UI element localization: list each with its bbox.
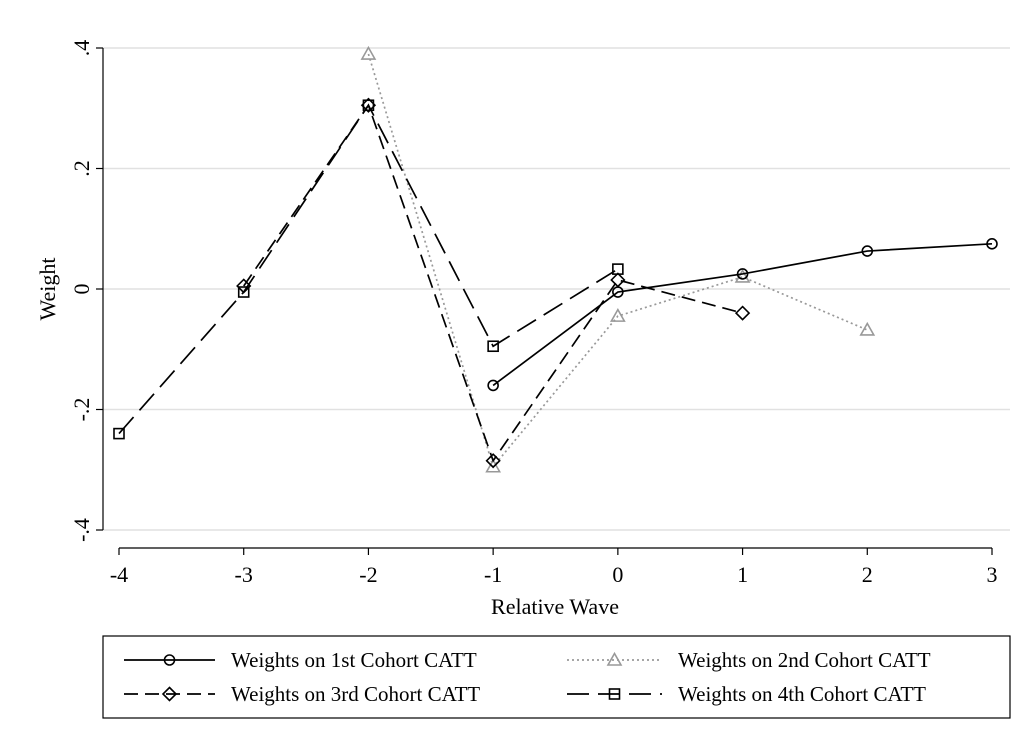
x-tick-label: -2 xyxy=(359,562,377,587)
legend-label: Weights on 2nd Cohort CATT xyxy=(678,648,931,672)
series-line xyxy=(492,242,993,387)
data-point-square xyxy=(608,688,621,700)
data-point-circle xyxy=(861,245,874,257)
x-tick-label: 2 xyxy=(862,562,873,587)
axes: -.4 -.2 0 .2 .4 -4 -3 -2 -1 0 1 2 3 xyxy=(69,40,998,587)
y-tick-label: -.2 xyxy=(69,398,94,422)
legend-item-2: Weights on 2nd Cohort CATT xyxy=(567,648,931,672)
data-point-square xyxy=(487,340,499,353)
grid-lines xyxy=(103,47,1010,531)
data-point-circle xyxy=(487,379,499,392)
data-point-circle xyxy=(736,268,749,280)
y-axis-title: Weight xyxy=(35,258,60,321)
legend-item-4: Weights on 4th Cohort CATT xyxy=(567,682,926,706)
x-tick-label: 1 xyxy=(737,562,748,587)
legend: Weights on 1st Cohort CATT Weights on 2nd… xyxy=(102,635,1011,719)
series-line xyxy=(367,53,868,469)
data-point-circle xyxy=(163,654,176,666)
data-point-square xyxy=(612,263,624,275)
series-line xyxy=(118,103,619,435)
data-point-diamond xyxy=(610,272,626,288)
data-point-triangle xyxy=(734,268,751,283)
x-tick-label: 3 xyxy=(987,562,998,587)
series-4 xyxy=(113,99,624,440)
data-point-square xyxy=(237,286,250,298)
y-tick-label: 0 xyxy=(69,284,94,295)
data-point-diamond xyxy=(485,453,501,469)
series-1 xyxy=(487,238,998,392)
series-line xyxy=(243,103,743,463)
x-tick-label: -1 xyxy=(484,562,502,587)
legend-box xyxy=(102,635,1011,719)
legend-label: Weights on 1st Cohort CATT xyxy=(231,648,477,672)
x-tick-label: -3 xyxy=(235,562,253,587)
x-tick-label: -4 xyxy=(110,562,128,587)
data-point-triangle xyxy=(859,321,876,336)
x-tick-label: 0 xyxy=(612,562,623,587)
y-tick-label: .2 xyxy=(69,160,94,177)
data-point-circle xyxy=(986,238,998,250)
data-point-triangle xyxy=(609,307,626,322)
series-layer xyxy=(113,45,998,473)
data-point-square xyxy=(113,427,125,440)
data-point-diamond xyxy=(734,305,751,321)
y-tick-label: .4 xyxy=(69,40,94,57)
data-point-triangle xyxy=(485,458,502,473)
legend-item-3: Weights on 3rd Cohort CATT xyxy=(124,682,480,706)
legend-label: Weights on 3rd Cohort CATT xyxy=(231,682,480,706)
y-tick-label: -.4 xyxy=(69,518,94,542)
data-point-square xyxy=(362,99,375,112)
data-point-triangle xyxy=(606,651,623,666)
legend-item-1: Weights on 1st Cohort CATT xyxy=(124,648,477,672)
data-point-diamond xyxy=(161,686,178,702)
legend-label: Weights on 4th Cohort CATT xyxy=(678,682,926,706)
data-point-triangle xyxy=(360,45,377,60)
series-2 xyxy=(360,45,876,473)
x-axis-title: Relative Wave xyxy=(491,594,619,619)
